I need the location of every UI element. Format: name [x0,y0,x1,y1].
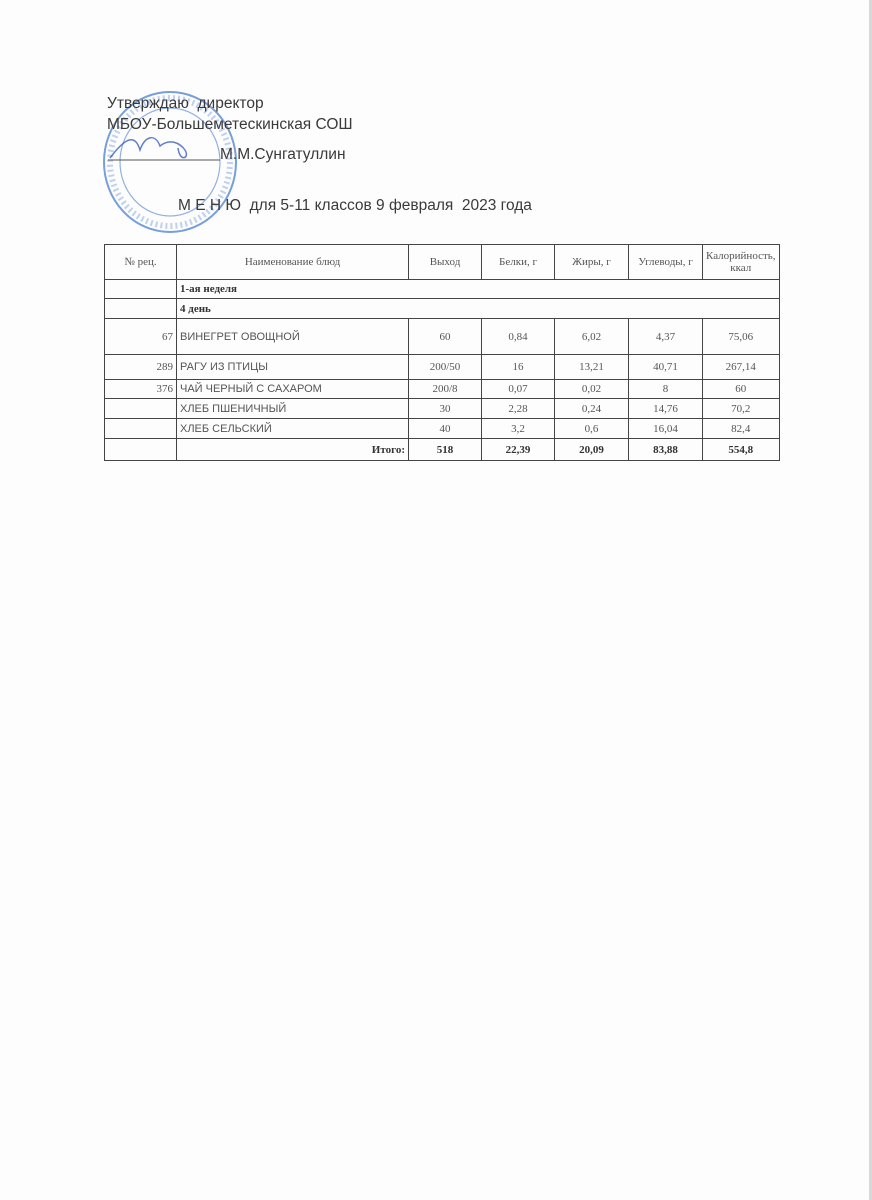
director-name: М.М.Сунгатуллин [220,146,346,163]
menu-table: № рец. Наименование блюд Выход Белки, г … [104,244,780,461]
total-row: Итого: 518 22,39 20,09 83,88 554,8 [104,438,780,461]
school-name: МБОУ-Большеметескинская СОШ [107,116,353,133]
recipe-number [104,398,177,419]
dish-name: ХЛЕБ ПШЕНИЧНЫЙ [176,398,409,419]
protein: 16 [481,354,555,380]
protein: 3,2 [481,418,555,439]
fat: 6,02 [554,318,629,355]
total-out: 518 [408,438,482,461]
dish-name: РАГУ ИЗ ПТИЦЫ [176,354,409,380]
protein: 0,07 [481,379,555,399]
dish-name: ХЛЕБ СЕЛЬСКИЙ [176,418,409,439]
signature [109,137,188,159]
header-row: № рец. Наименование блюд Выход Белки, г … [104,244,780,280]
week-label: 1-ая неделя [176,279,780,299]
fat: 13,21 [554,354,629,380]
carbs: 4,37 [628,318,703,355]
fat: 0,02 [554,379,629,399]
dish-name: ВИНЕГРЕТ ОВОЩНОЙ [176,318,409,355]
total-kcal: 554,8 [702,438,780,461]
col-rec: № рец. [104,244,177,280]
table-row: ХЛЕБ ПШЕНИЧНЫЙ 30 2,28 0,24 14,76 70,2 [104,398,780,419]
fat: 0,24 [554,398,629,419]
calories: 75,06 [702,318,780,355]
col-fat: Жиры, г [554,244,629,280]
total-label: Итого: [176,438,409,461]
calories: 70,2 [702,398,780,419]
protein: 2,28 [481,398,555,419]
yield: 30 [408,398,482,419]
school-stamp [103,91,237,233]
col-carb: Углеводы, г [628,244,703,280]
menu-title: М Е Н Ю для 5-11 классов 9 февраля 2023 … [178,197,532,214]
fat: 0,6 [554,418,629,439]
recipe-number: 376 [104,379,177,399]
calories: 60 [702,379,780,399]
table-row: 376 ЧАЙ ЧЕРНЫЙ С САХАРОМ 200/8 0,07 0,02 8 60 [104,379,780,399]
table-row: 67 ВИНЕГРЕТ ОВОЩНОЙ 60 0,84 6,02 4,37 75,06 [104,318,780,355]
protein: 0,84 [481,318,555,355]
day-row: 4 день [104,298,780,319]
recipe-number [104,418,177,439]
table-row: ХЛЕБ СЕЛЬСКИЙ 40 3,2 0,6 16,04 82,4 [104,418,780,439]
carbs: 40,71 [628,354,703,380]
calories: 82,4 [702,418,780,439]
col-kcal: Калорийность, ккал [702,244,780,280]
carbs: 8 [628,379,703,399]
recipe-number: 289 [104,354,177,380]
scan-edge [869,0,872,1200]
yield: 60 [408,318,482,355]
col-prot: Белки, г [481,244,555,280]
recipe-number: 67 [104,318,177,355]
col-out: Выход [408,244,482,280]
total-carb: 83,88 [628,438,703,461]
total-fat: 20,09 [554,438,629,461]
carbs: 16,04 [628,418,703,439]
week-row: 1-ая неделя [104,279,780,299]
yield: 200/8 [408,379,482,399]
yield: 200/50 [408,354,482,380]
table-row: 289 РАГУ ИЗ ПТИЦЫ 200/50 16 13,21 40,71 267,14 [104,354,780,380]
calories: 267,14 [702,354,780,380]
day-label: 4 день [176,298,780,319]
dish-name: ЧАЙ ЧЕРНЫЙ С САХАРОМ [176,379,409,399]
total-prot: 22,39 [481,438,555,461]
approval-line: Утверждаю директор [107,95,264,112]
yield: 40 [408,418,482,439]
carbs: 14,76 [628,398,703,419]
col-name: Наименование блюд [176,244,409,280]
